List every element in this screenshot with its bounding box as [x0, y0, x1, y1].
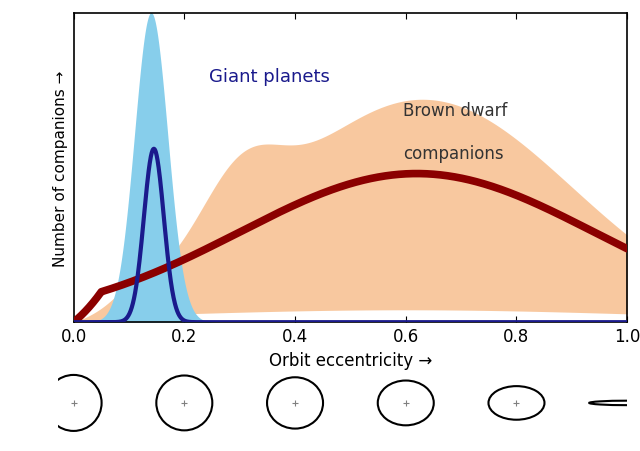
- X-axis label: Orbit eccentricity →: Orbit eccentricity →: [269, 351, 432, 369]
- Y-axis label: Number of companions →: Number of companions →: [53, 70, 68, 266]
- Text: Brown dwarf: Brown dwarf: [403, 101, 508, 120]
- Text: Giant planets: Giant planets: [209, 68, 330, 86]
- Text: companions: companions: [403, 145, 504, 163]
